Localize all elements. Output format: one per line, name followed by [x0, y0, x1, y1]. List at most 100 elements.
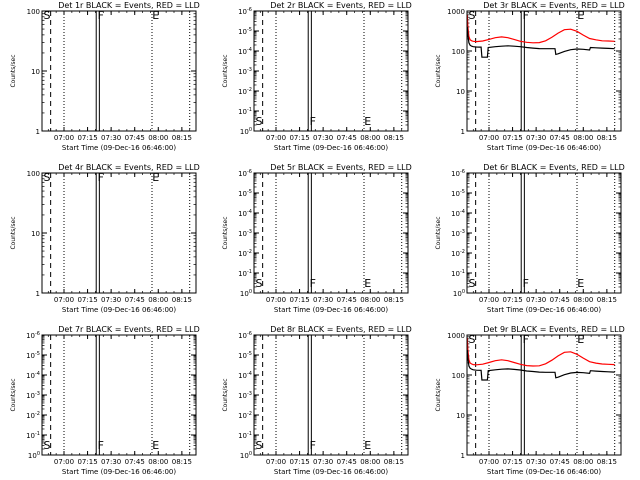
marker-s: S	[255, 115, 262, 128]
y-tick-label: 10-6	[238, 7, 252, 16]
marker-e: E	[152, 9, 159, 22]
y-tick-label: 10-1	[26, 431, 40, 440]
panel-title: Det 5r BLACK = Events, RED = LLD	[270, 163, 412, 172]
marker-e: E	[577, 277, 584, 290]
x-tick-label: 07:45	[337, 296, 357, 304]
x-tick-label: 07:45	[125, 296, 145, 304]
marker-s: S	[43, 9, 50, 22]
marker-f: F	[523, 277, 529, 290]
y-axis-label: Counts/sec	[10, 378, 17, 411]
y-tick-label: 10-2	[26, 411, 40, 420]
y-tick-label: 10-3	[238, 391, 252, 400]
x-tick-label: 08:00	[360, 296, 380, 304]
x-axis-label: Start Time (09-Dec-16 06:46:00)	[62, 468, 176, 476]
det-2r-panel: Det 2r BLACK = Events, RED = LLD Counts/s…	[222, 1, 412, 152]
panel-title: Det 8r BLACK = Events, RED = LLD	[270, 325, 412, 334]
y-tick-label: 10	[456, 88, 465, 96]
det-3r-panel: Det 3r BLACK = Events, RED = LLD Counts/s…	[435, 1, 625, 152]
marker-f: F	[310, 277, 316, 290]
y-tick-label: 10-5	[451, 189, 465, 198]
x-tick-label: 08:15	[172, 296, 192, 304]
panel-title: Det 3r BLACK = Events, RED = LLD	[483, 1, 625, 10]
x-tick-label: 07:30	[526, 458, 546, 466]
x-tick-label: 07:45	[125, 134, 145, 142]
marker-f: F	[523, 9, 529, 22]
plot-frame	[41, 10, 197, 132]
y-tick-label: 10-5	[26, 351, 40, 360]
x-tick-label: 08:00	[148, 458, 168, 466]
det-1r-panel: Det 1r BLACK = Events, RED = LLD Counts/s…	[10, 1, 200, 152]
x-axis-label: Start Time (09-Dec-16 06:46:00)	[487, 468, 601, 476]
y-tick-label: 10-2	[451, 249, 465, 258]
y-axis-label: Counts/sec	[435, 378, 442, 411]
y-tick-label: 10-6	[26, 331, 40, 340]
x-tick-label: 07:30	[101, 458, 121, 466]
marker-f: F	[98, 9, 104, 22]
y-tick-label: 10-6	[451, 169, 465, 178]
marker-e: E	[364, 439, 371, 452]
x-tick-label: 08:15	[597, 134, 617, 142]
y-tick-label: 100	[27, 8, 40, 16]
x-tick-label: 07:15	[289, 458, 309, 466]
y-tick-label: 10-3	[238, 67, 252, 76]
y-tick-label: 1	[461, 452, 465, 460]
y-tick-label: 10-1	[451, 269, 465, 278]
y-tick-label: 10-1	[238, 269, 252, 278]
x-tick-label: 08:00	[573, 134, 593, 142]
plot-frame	[466, 334, 622, 456]
x-axis-label: Start Time (09-Dec-16 06:46:00)	[487, 144, 601, 152]
lld-series-line	[466, 14, 615, 44]
x-tick-label: 08:15	[384, 458, 404, 466]
x-tick-label: 08:15	[172, 458, 192, 466]
det-6r-panel: Det 6r BLACK = Events, RED = LLD Counts/s…	[435, 163, 625, 314]
y-tick-label: 1	[36, 290, 40, 298]
x-tick-label: 08:00	[148, 296, 168, 304]
x-tick-label: 08:00	[573, 296, 593, 304]
marker-s: S	[43, 171, 50, 184]
y-tick-label: 1000	[447, 8, 465, 16]
x-tick-label: 07:15	[77, 458, 97, 466]
marker-e: E	[152, 439, 159, 452]
plot-frame	[466, 10, 622, 132]
x-tick-label: 07:00	[266, 296, 286, 304]
x-tick-label: 07:30	[313, 296, 333, 304]
marker-e: E	[577, 9, 584, 22]
x-axis-label: Start Time (09-Dec-16 06:46:00)	[62, 144, 176, 152]
x-tick-label: 07:45	[550, 134, 570, 142]
y-tick-label: 10-4	[26, 371, 40, 380]
y-tick-label: 10	[456, 412, 465, 420]
y-tick-label: 10-4	[451, 209, 465, 218]
marker-s: S	[468, 9, 475, 22]
x-axis-label: Start Time (09-Dec-16 06:46:00)	[62, 306, 176, 314]
events-series-line	[466, 350, 615, 381]
x-tick-label: 08:15	[597, 458, 617, 466]
x-tick-label: 07:00	[54, 134, 74, 142]
y-tick-label: 1	[36, 128, 40, 136]
x-tick-label: 08:15	[384, 134, 404, 142]
marker-e: E	[577, 333, 584, 346]
x-tick-label: 07:00	[479, 458, 499, 466]
y-axis-label: Counts/sec	[222, 216, 229, 249]
y-tick-label: 10-6	[238, 169, 252, 178]
x-tick-label: 07:15	[77, 134, 97, 142]
plot-frame	[253, 172, 409, 294]
y-tick-label: 10-3	[238, 229, 252, 238]
x-tick-label: 07:45	[337, 458, 357, 466]
marker-f: F	[523, 333, 529, 346]
y-tick-label: 100	[28, 451, 40, 460]
x-axis-label: Start Time (09-Dec-16 06:46:00)	[487, 306, 601, 314]
y-tick-label: 10-4	[238, 371, 252, 380]
det-7r-panel: Det 7r BLACK = Events, RED = LLD Counts/s…	[10, 325, 200, 476]
det-4r-panel: Det 4r BLACK = Events, RED = LLD Counts/s…	[10, 163, 200, 314]
y-axis-label: Counts/sec	[10, 54, 17, 87]
y-tick-label: 10-2	[238, 411, 252, 420]
det-5r-panel: Det 5r BLACK = Events, RED = LLD Counts/s…	[222, 163, 412, 314]
y-tick-label: 10-2	[238, 249, 252, 258]
panel-title: Det 6r BLACK = Events, RED = LLD	[483, 163, 625, 172]
y-tick-label: 100	[240, 127, 252, 136]
y-axis-label: Counts/sec	[222, 378, 229, 411]
x-tick-label: 08:00	[573, 458, 593, 466]
marker-e: E	[364, 277, 371, 290]
y-tick-label: 10-4	[238, 209, 252, 218]
